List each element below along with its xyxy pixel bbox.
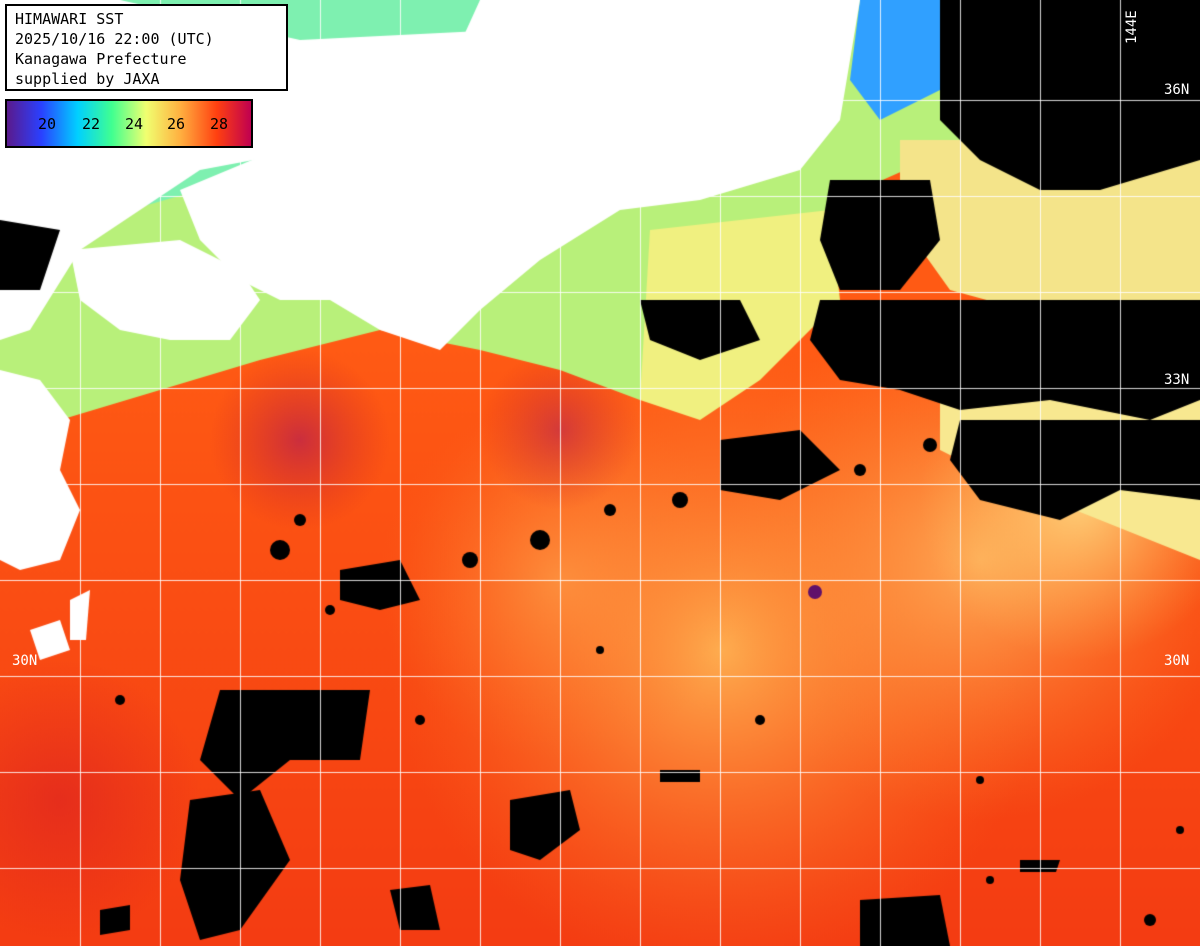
title-line-4: supplied by JAXA: [15, 70, 160, 88]
lat-label-36n: 36N: [1164, 82, 1190, 98]
title-line-1: HIMAWARI SST: [15, 10, 124, 28]
lon-label-top: 13: [486, 23, 502, 40]
title-line-3: Kanagawa Prefecture: [15, 50, 187, 68]
lat-label-33n: 33N: [1164, 372, 1190, 388]
legend-color-bar: [7, 101, 251, 146]
legend-tick-28: 28: [209, 115, 229, 133]
lon-label-144e: 144E: [1124, 10, 1140, 44]
lat-label-30n-left: 30N: [12, 653, 38, 669]
legend-tick-22: 22: [81, 115, 101, 133]
title-box: HIMAWARI SST 2025/10/16 22:00 (UTC) Kana…: [5, 4, 288, 91]
legend-tick-24: 24: [124, 115, 144, 133]
legend-tick-20: 20: [37, 115, 57, 133]
legend-tick-26: 26: [166, 115, 186, 133]
color-legend: 20 22 24 26 28: [5, 99, 253, 148]
title-line-2: 2025/10/16 22:00 (UTC): [15, 30, 214, 48]
lat-label-30n-right: 30N: [1164, 653, 1190, 669]
